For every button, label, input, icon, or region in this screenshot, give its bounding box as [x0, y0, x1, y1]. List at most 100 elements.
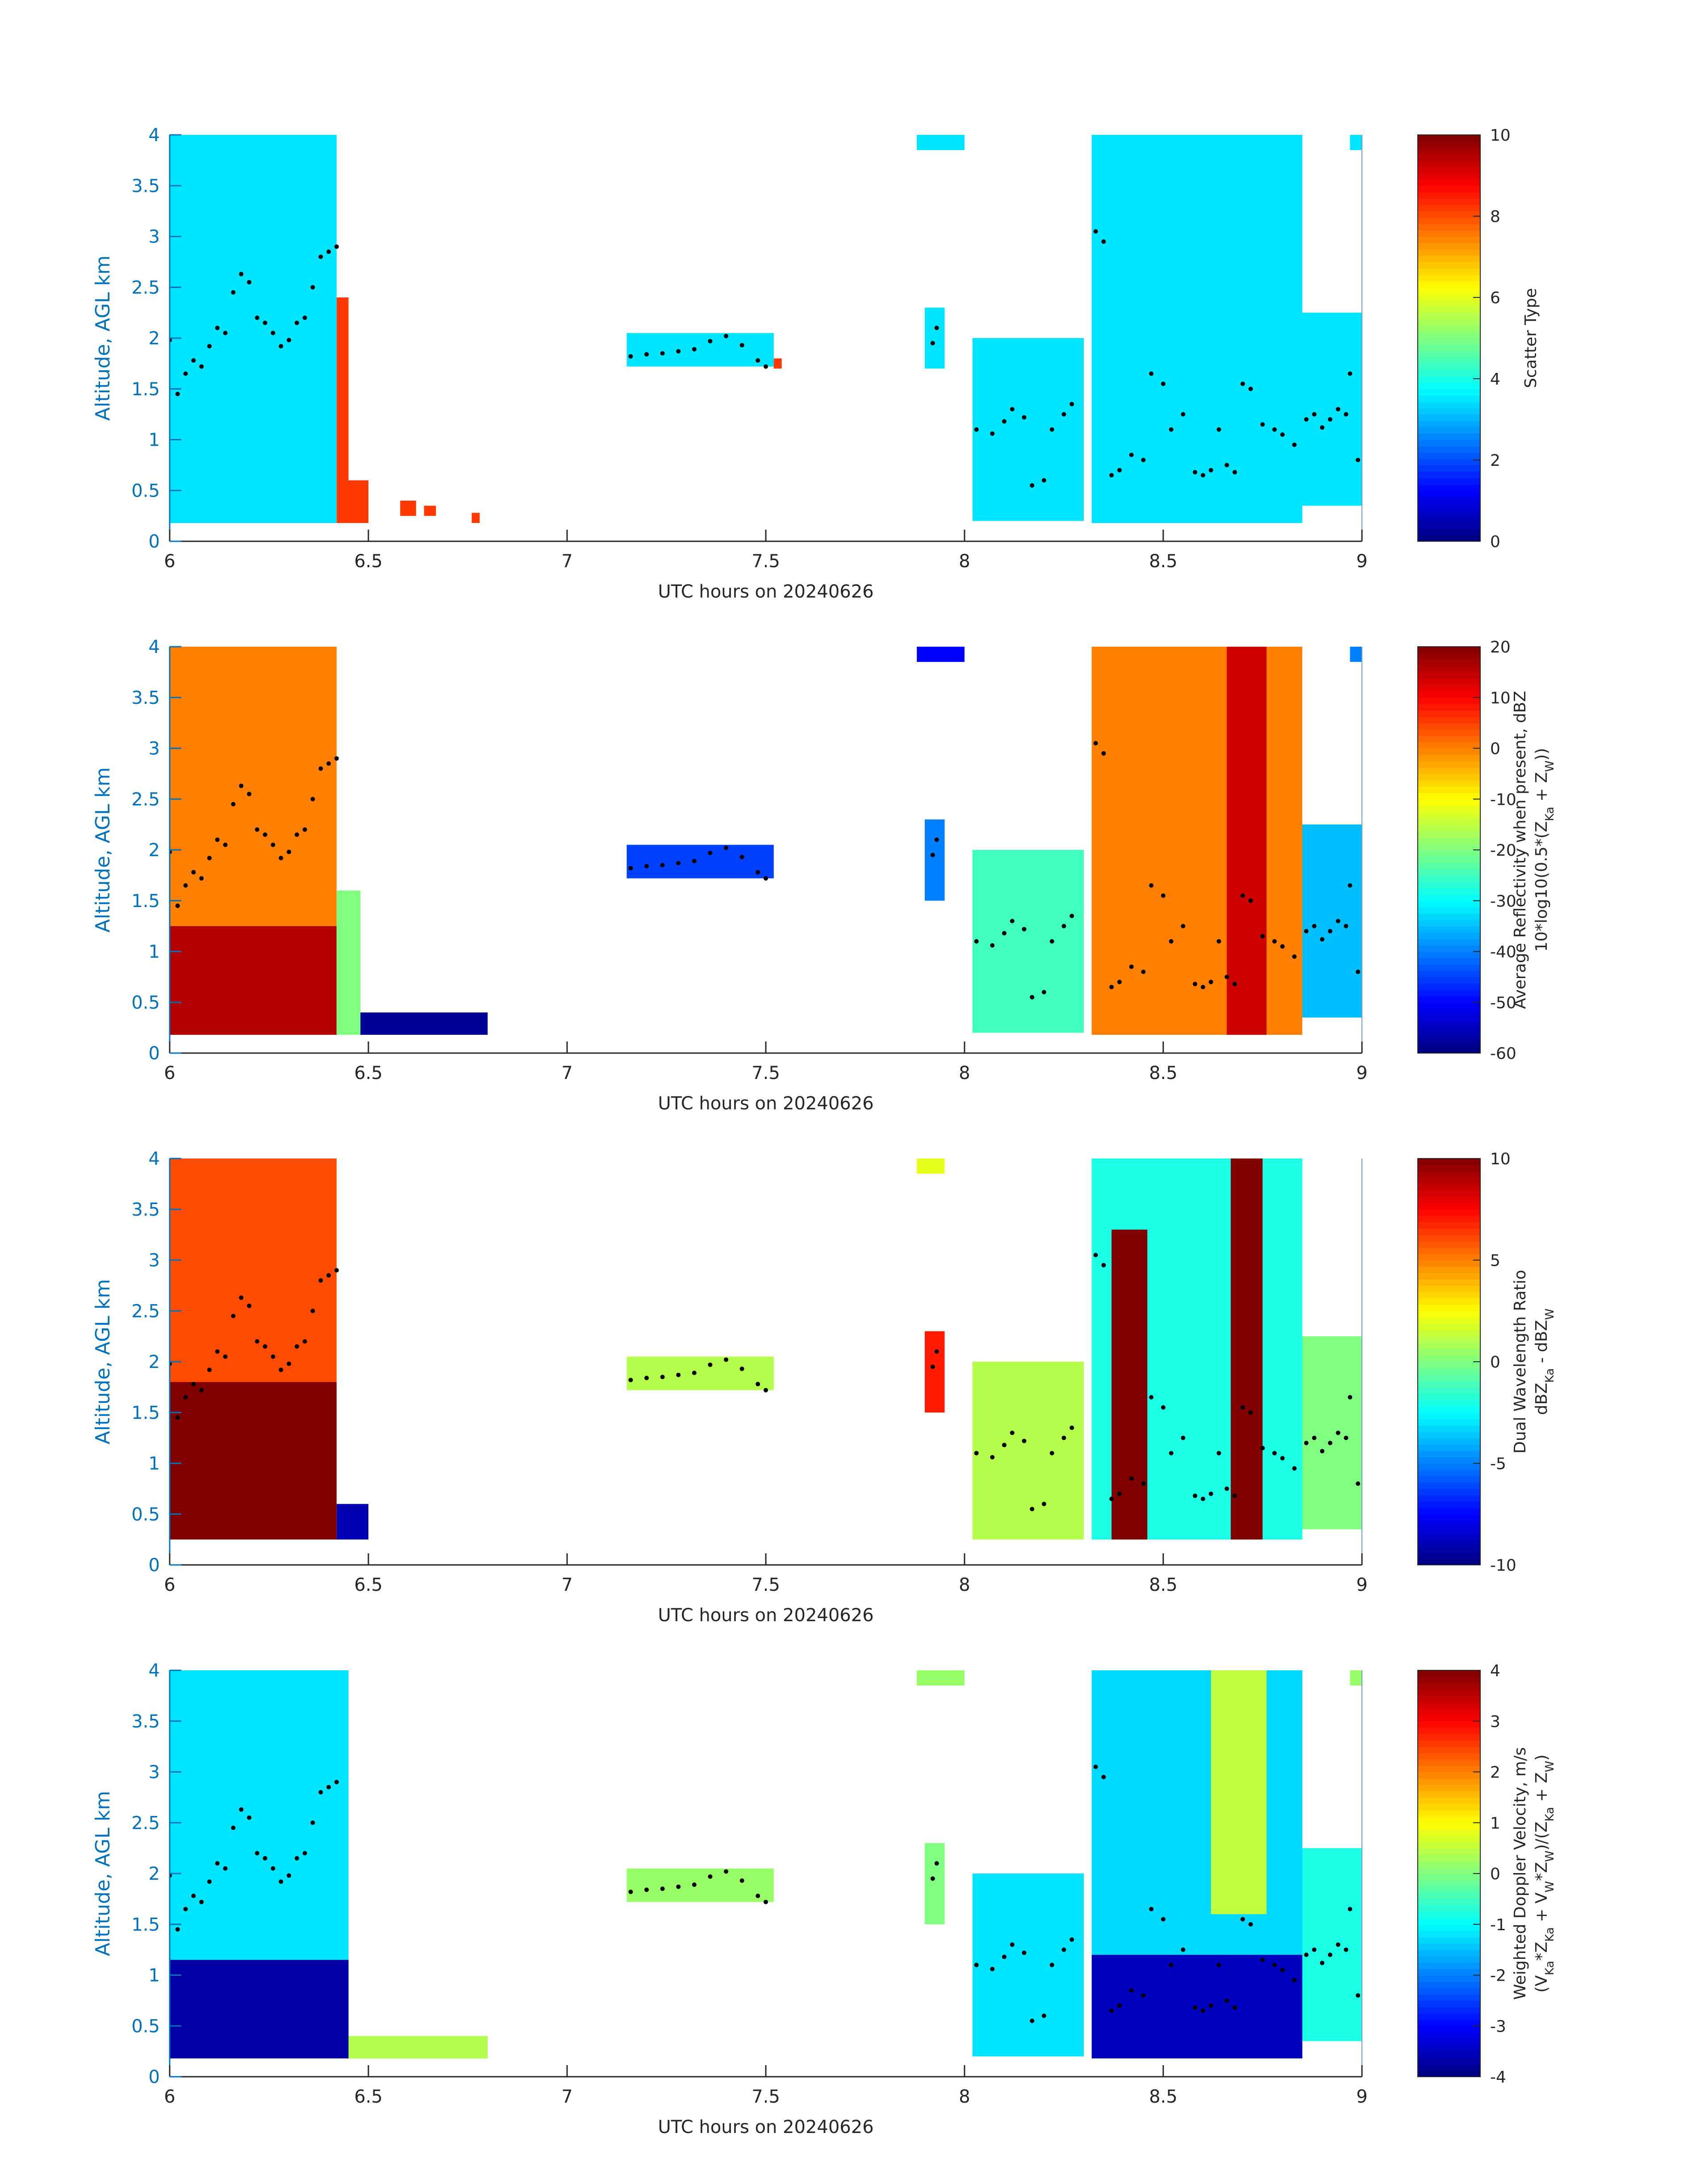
- cloud-top-point: [294, 320, 299, 325]
- cloud-top-point: [1248, 898, 1253, 903]
- colorbar-segment: [1418, 471, 1480, 478]
- colorbar-segment: [1418, 1451, 1480, 1458]
- colorbar-segment: [1418, 1489, 1480, 1496]
- x-tick-label: 8.5: [1149, 1575, 1178, 1595]
- cloud-top-point: [1117, 979, 1122, 984]
- cloud-top-point: [207, 344, 212, 349]
- colorbar-segment: [1418, 932, 1480, 939]
- cloud-top-point: [1042, 1501, 1046, 1506]
- cloud-top-point: [1161, 381, 1165, 386]
- colorbar-segment: [1418, 389, 1480, 396]
- colorbar-segment: [1418, 1905, 1480, 1912]
- cloud-top-point: [1356, 458, 1361, 462]
- colorbar-tick-label: 0: [1490, 533, 1500, 551]
- colorbar-tick-label: -1: [1490, 1916, 1506, 1934]
- colorbar-segment: [1418, 723, 1480, 730]
- colorbar-segment: [1418, 160, 1480, 167]
- cloud-top-point: [1216, 1962, 1221, 1967]
- colorbar-segment: [1418, 1046, 1480, 1054]
- cloud-top-point: [223, 842, 228, 847]
- colorbar-segment: [1418, 1355, 1480, 1362]
- colorbar-segment: [1418, 2007, 1480, 2014]
- colorbar-segment: [1418, 811, 1480, 819]
- y-tick-label: 3: [149, 227, 160, 247]
- y-tick-label: 2: [149, 328, 160, 349]
- colorbar-segment: [1418, 983, 1480, 990]
- y-axis-label: Altitude, AGL km: [92, 1791, 114, 1956]
- cloud-top-point: [1216, 1451, 1221, 1455]
- y-axis-label: Altitude, AGL km: [92, 255, 114, 421]
- cloud-top-point: [934, 326, 939, 330]
- cloud-top-point: [1320, 1449, 1324, 1454]
- colorbar-segment: [1418, 1260, 1480, 1267]
- cloud-top-point: [1042, 478, 1046, 483]
- colorbar-segment: [1418, 344, 1480, 351]
- colorbar-segment: [1418, 249, 1480, 256]
- cloud-top-point: [247, 791, 251, 796]
- colorbar-segment: [1418, 780, 1480, 787]
- colorbar-tick-label: 10: [1490, 689, 1511, 707]
- x-tick-label: 8: [959, 551, 970, 572]
- cloud-top-point: [318, 255, 323, 259]
- cloud-top-point: [1312, 1947, 1317, 1952]
- colorbar-segment: [1418, 1835, 1480, 1842]
- cloud-top-point: [1010, 407, 1015, 412]
- cloud-top-point: [1304, 1953, 1309, 1957]
- colorbar-segment: [1418, 729, 1480, 736]
- colorbar-segment: [1418, 1349, 1480, 1356]
- x-tick-label: 7.5: [752, 1063, 780, 1083]
- cloud-top-point: [1061, 412, 1066, 417]
- heatmap-region: [925, 1331, 945, 1413]
- cloud-top-point: [1348, 1395, 1353, 1400]
- cloud-top-point: [1224, 974, 1229, 979]
- colorbar-label: 10*log10(0.5*(ZKa + ZW)): [1533, 748, 1557, 952]
- cloud-top-point: [1149, 883, 1154, 888]
- cloud-top-point: [764, 1899, 768, 1904]
- cloud-top-point: [724, 1869, 728, 1874]
- y-axis-label: Altitude, AGL km: [92, 767, 114, 933]
- cloud-top-point: [1049, 1962, 1054, 1967]
- colorbar-tick-label: 3: [1490, 1713, 1500, 1731]
- cloud-top-point: [676, 1884, 681, 1889]
- colorbar-segment: [1418, 395, 1480, 402]
- colorbar-segment: [1418, 1784, 1480, 1791]
- y-axis-label: Altitude, AGL km: [92, 1279, 114, 1444]
- colorbar-segment: [1418, 236, 1480, 243]
- colorbar-segment: [1418, 1527, 1480, 1534]
- heatmap-region: [972, 338, 1084, 521]
- colorbar-segment: [1418, 1469, 1480, 1476]
- cloud-top-point: [175, 1927, 180, 1932]
- cloud-top-point: [1208, 979, 1213, 984]
- heatmap-region: [1302, 1336, 1362, 1530]
- cloud-top-point: [1117, 468, 1122, 473]
- colorbar-segment: [1418, 1234, 1480, 1242]
- colorbar-segment: [1418, 939, 1480, 946]
- cloud-top-point: [1356, 1993, 1361, 1998]
- heatmap-region: [1302, 1848, 1362, 2041]
- cloud-top-point: [724, 334, 728, 339]
- colorbar-segment: [1418, 1285, 1480, 1292]
- colorbar-segment: [1418, 824, 1480, 832]
- cloud-top-point: [1129, 964, 1134, 969]
- cloud-top-point: [1129, 1988, 1134, 1993]
- heatmap-region: [400, 501, 416, 516]
- heatmap-region: [917, 135, 965, 151]
- colorbar-segment: [1418, 1508, 1480, 1515]
- cloud-top-point: [756, 870, 760, 875]
- colorbar-segment: [1418, 1374, 1480, 1381]
- cloud-top-point: [191, 358, 196, 363]
- cloud-top-point: [1328, 1953, 1332, 1957]
- colorbar-segment: [1418, 1514, 1480, 1521]
- colorbar-segment: [1418, 427, 1480, 434]
- heatmap-cells: [170, 1159, 1362, 1540]
- cloud-top-point: [708, 1362, 713, 1367]
- heatmap-region: [170, 926, 337, 1035]
- heatmap-region: [1350, 647, 1362, 662]
- cloud-top-point: [326, 761, 331, 766]
- cloud-top-point: [660, 863, 665, 868]
- cloud-top-point: [1117, 2003, 1122, 2008]
- colorbar-segment: [1418, 338, 1480, 345]
- heatmap-region: [360, 1012, 488, 1035]
- colorbar-segment: [1418, 2051, 1480, 2058]
- cloud-top-point: [1208, 1491, 1213, 1496]
